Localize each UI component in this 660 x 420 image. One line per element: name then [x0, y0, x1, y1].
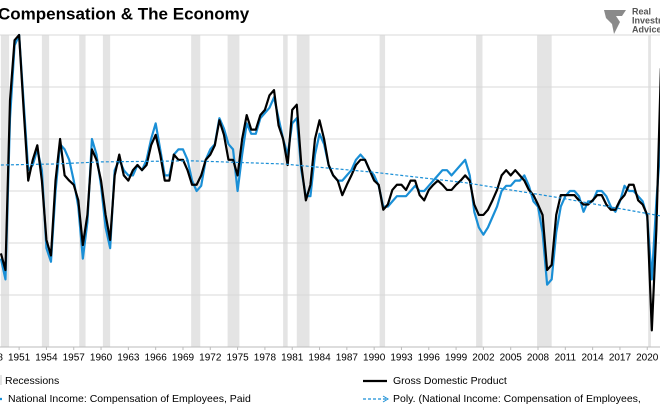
logo-text: Investm	[632, 15, 660, 25]
x-tick-label: 1978	[254, 353, 277, 364]
legend: Recessions Gross Domestic Product National…	[0, 375, 641, 405]
x-tick-label: 1960	[90, 353, 113, 364]
legend-label: Poly. (National Income: Compensation of …	[393, 393, 641, 405]
x-tick-label: 1963	[117, 353, 140, 364]
x-tick-label: 2017	[609, 353, 632, 364]
x-tick-label: 2011	[555, 353, 577, 364]
x-tick-label: 1951	[8, 353, 31, 364]
x-tick-label: 1948	[0, 353, 3, 364]
legend-swatch	[0, 375, 2, 385]
chart-title: Compensation & The Economy	[0, 4, 250, 23]
legend-label: Recessions	[5, 375, 59, 387]
x-tick-label: 1969	[172, 353, 195, 364]
x-tick-label: 2002	[472, 353, 495, 364]
x-tick-label: 2008	[527, 353, 550, 364]
x-tick-label: 1954	[35, 353, 58, 364]
series-line	[0, 160, 660, 217]
logo: Real Investm Advice	[604, 6, 660, 34]
x-tick-label: 1987	[336, 353, 359, 364]
logo-icon	[604, 10, 626, 34]
series-line	[0, 33, 660, 332]
x-tick-label: 2005	[500, 353, 523, 364]
x-tick-label: 1990	[363, 353, 386, 364]
series-line	[0, 33, 660, 286]
x-tick-label: 1957	[63, 353, 86, 364]
legend-label: National Income: Compensation of Employe…	[8, 393, 251, 405]
x-tick-label: 1972	[199, 353, 222, 364]
x-tick-label: 2020	[636, 353, 659, 364]
legend-label: Gross Domestic Product	[393, 375, 507, 387]
x-tick-label: 2014	[582, 353, 605, 364]
logo-text: Advice	[632, 24, 660, 34]
x-tick-label: 1966	[145, 353, 168, 364]
x-tick-label: 1993	[390, 353, 413, 364]
x-tick-label: 1981	[281, 353, 304, 364]
legend-arrow	[382, 395, 389, 403]
x-tick-label: 1996	[418, 353, 441, 364]
logo-text: Real	[632, 6, 651, 16]
x-tick-label: 1984	[308, 353, 331, 364]
x-tick-label: 1975	[226, 353, 249, 364]
x-tick-label: 1999	[445, 353, 468, 364]
